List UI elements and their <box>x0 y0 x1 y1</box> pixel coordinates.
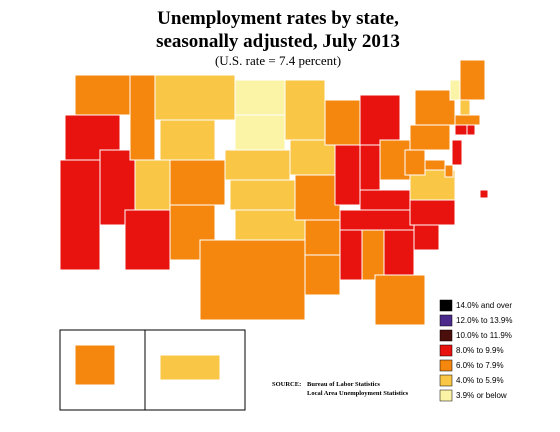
state <box>304 219 341 256</box>
state <box>359 144 381 191</box>
state <box>159 354 221 381</box>
legend-label: 12.0% to 13.9% <box>456 316 512 325</box>
state <box>413 224 440 251</box>
title-line: Unemployment rates by state, <box>157 8 399 29</box>
state <box>466 124 476 136</box>
state <box>74 344 116 386</box>
state <box>134 159 171 211</box>
source-line: Local Area Unemployment Statistics <box>307 390 409 397</box>
state <box>359 189 411 211</box>
state <box>409 124 451 151</box>
state <box>224 149 291 181</box>
legend-swatch <box>439 359 453 372</box>
state <box>339 229 363 281</box>
state <box>234 114 286 151</box>
state <box>169 159 226 206</box>
state <box>454 114 481 126</box>
state <box>459 59 486 101</box>
state <box>304 254 341 296</box>
source-line: Bureau of Labor Statistics <box>307 381 380 388</box>
state <box>159 119 216 161</box>
legend-swatch <box>439 314 453 327</box>
states-map <box>59 59 489 386</box>
legend-label: 6.0% to 7.9% <box>456 361 504 370</box>
state <box>284 79 326 141</box>
legend-label: 4.0% to 5.9% <box>456 376 504 385</box>
state <box>409 199 456 226</box>
state <box>374 274 426 326</box>
state <box>449 79 461 101</box>
legend: 14.0% and over 12.0% to 13.9% 10.0% to 11.… <box>439 299 512 402</box>
legend-swatch <box>439 329 453 342</box>
state <box>359 94 401 146</box>
state <box>199 239 306 321</box>
state <box>129 74 156 161</box>
state <box>294 174 341 221</box>
state <box>154 74 236 121</box>
legend-label: 8.0% to 9.9% <box>456 346 504 355</box>
state <box>361 229 385 281</box>
title-line: seasonally adjusted, July 2013 <box>156 31 400 52</box>
state <box>451 139 463 166</box>
hawaii-inset <box>144 329 246 411</box>
state <box>124 209 171 271</box>
legend-swatch <box>439 389 453 402</box>
source-label: SOURCE: <box>272 381 301 388</box>
state <box>444 164 454 178</box>
legend-label: 14.0% and over <box>456 301 512 310</box>
state <box>459 99 471 116</box>
state <box>404 149 426 176</box>
legend-label: 10.0% to 11.9% <box>456 331 512 340</box>
legend-swatch <box>439 374 453 387</box>
state <box>324 99 361 146</box>
state <box>229 179 296 211</box>
state <box>424 159 446 171</box>
subtitle: (U.S. rate = 7.4 percent) <box>215 53 341 68</box>
state <box>339 209 416 231</box>
state <box>74 74 131 116</box>
legend-swatch <box>439 299 453 312</box>
state <box>454 124 468 136</box>
state <box>234 79 286 116</box>
state <box>383 229 415 276</box>
state <box>479 189 489 199</box>
legend-swatch <box>439 344 453 357</box>
state <box>59 159 101 271</box>
legend-label: 3.9% or below <box>456 391 507 400</box>
state <box>414 89 456 126</box>
state <box>334 144 361 206</box>
